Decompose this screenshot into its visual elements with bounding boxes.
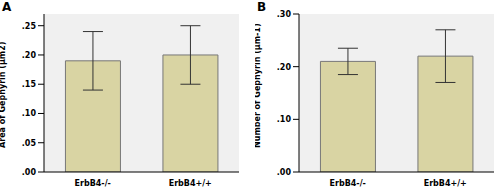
- html-text:A: A: [2, 0, 12, 14]
- svg-text:ErbB4+/+: ErbB4+/+: [169, 179, 212, 188]
- svg-text:.10: .10: [22, 109, 37, 118]
- svg-text:ErbB4-/-: ErbB4-/-: [75, 179, 111, 188]
- svg-text:ErbB4+/+: ErbB4+/+: [424, 179, 467, 188]
- svg-text:.30: .30: [277, 10, 292, 19]
- svg-text:.15: .15: [22, 80, 37, 89]
- svg-text:ErbB4-/-: ErbB4-/-: [330, 179, 366, 188]
- svg-text:.00: .00: [277, 168, 292, 177]
- svg-text:.25: .25: [22, 22, 37, 31]
- svg-text:.10: .10: [277, 115, 292, 124]
- html-text:B: B: [257, 0, 267, 14]
- svg-text:.05: .05: [22, 139, 37, 148]
- svg-text:Area of Gephyrin (μm2): Area of Gephyrin (μm2): [0, 42, 7, 148]
- svg-text:Number of Gephyrin (μm-1): Number of Gephyrin (μm-1): [255, 23, 262, 148]
- svg-text:.20: .20: [22, 51, 37, 60]
- svg-text:.00: .00: [22, 168, 37, 177]
- svg-text:.20: .20: [277, 63, 292, 72]
